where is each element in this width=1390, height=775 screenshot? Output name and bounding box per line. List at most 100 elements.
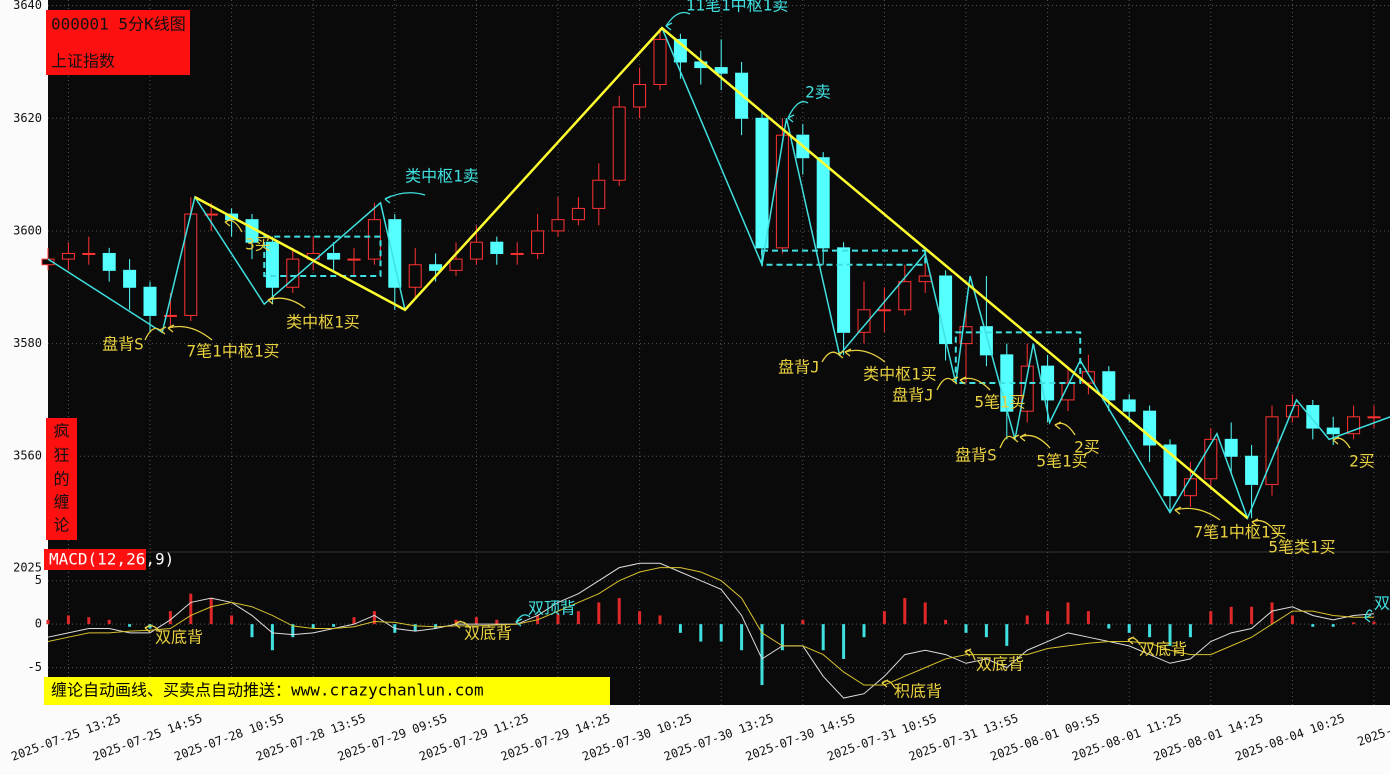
annotation: 3买 xyxy=(245,235,271,254)
y-tick-label: 5 xyxy=(35,573,42,587)
annotation-arrowhead xyxy=(665,22,673,31)
annotation-arrowhead xyxy=(167,324,175,333)
candle-body xyxy=(61,252,75,260)
macd-bar xyxy=(1005,624,1009,646)
annotation: 积底背 xyxy=(894,682,942,701)
annotation: 类中枢1卖 xyxy=(405,167,479,186)
macd-bar xyxy=(1352,622,1356,625)
macd-bar xyxy=(230,615,234,625)
macd-bar xyxy=(1127,624,1131,633)
annotation-arrowhead xyxy=(144,624,152,633)
candle-body xyxy=(143,286,157,316)
annotation: 5笔1买 xyxy=(974,393,1025,412)
y-tick-label: 3580 xyxy=(13,336,42,350)
macd-bar xyxy=(964,624,968,633)
candle-body xyxy=(551,219,565,232)
annotation: 2买 xyxy=(1074,438,1100,457)
brand-char: 缠 xyxy=(53,493,69,512)
macd-bar xyxy=(1107,624,1111,629)
annotation-arrow xyxy=(999,435,1014,449)
macd-bar xyxy=(1372,621,1376,625)
macd-bar xyxy=(291,624,295,638)
macd-bar xyxy=(332,624,336,627)
annotation: 双顶背 xyxy=(528,599,576,618)
macd-bar xyxy=(1209,611,1213,625)
macd-bar xyxy=(1290,615,1294,625)
annotation-arrow xyxy=(167,325,213,341)
brand-char: 论 xyxy=(53,516,69,535)
candle-body xyxy=(469,241,483,260)
macd-title: MACD(12,26,9) xyxy=(49,550,174,569)
annotation-arrowhead xyxy=(384,195,392,204)
annotation-arrow xyxy=(1364,609,1373,619)
candle-body xyxy=(449,258,463,271)
macd-bar xyxy=(638,611,642,625)
annotation-arrowhead xyxy=(881,679,889,688)
candle-body xyxy=(1163,444,1177,497)
macd-bar xyxy=(413,624,417,632)
macd-bar xyxy=(1046,611,1050,625)
candle-body xyxy=(918,275,932,283)
macd-bar xyxy=(495,619,499,625)
dea-line xyxy=(47,567,1374,686)
annotation: 2买 xyxy=(1349,452,1375,471)
brand-char: 狂 xyxy=(53,446,69,465)
annotation-arrowhead xyxy=(1019,433,1027,442)
brand-char: 疯 xyxy=(53,422,69,441)
macd-bar xyxy=(1229,606,1233,625)
macd-bar xyxy=(1086,611,1090,625)
macd-bar xyxy=(658,615,662,625)
candle-body xyxy=(755,117,769,249)
macd-bar xyxy=(923,602,927,625)
brand-char: 的 xyxy=(53,470,69,489)
macd-bar xyxy=(372,611,376,625)
macd-bar xyxy=(1148,624,1152,638)
candle-body xyxy=(408,264,422,288)
candle-body xyxy=(388,219,402,288)
macd-bar xyxy=(209,598,213,625)
macd-bar xyxy=(1188,624,1192,638)
candle-body xyxy=(1183,478,1197,497)
annotation-arrowhead xyxy=(787,114,795,123)
annotation-arrowhead xyxy=(515,618,523,627)
annotation-arrowhead xyxy=(964,648,972,657)
annotation: 盘背S xyxy=(955,446,997,465)
candle-body xyxy=(653,38,667,85)
annotation-arrowhead xyxy=(1332,436,1340,445)
annotation-arrow xyxy=(844,349,886,363)
annotation: 7笔1中枢1买 xyxy=(1194,523,1287,542)
annotation: 11笔1中枢1卖 xyxy=(686,0,789,15)
banner-box xyxy=(44,677,610,705)
annotation-arrowhead xyxy=(959,376,967,385)
macd-bar xyxy=(168,611,172,625)
candle-body xyxy=(1326,427,1340,435)
annotation: 7笔1中枢1买 xyxy=(187,342,280,361)
macd-bar xyxy=(1250,606,1254,625)
macd-bar xyxy=(760,624,764,686)
segment-line xyxy=(194,26,1249,520)
corner-label: 2025 xyxy=(13,561,42,575)
annotation: 5笔类1买 xyxy=(1268,538,1335,557)
macd-bar xyxy=(270,624,274,651)
annotation-arrow xyxy=(267,297,306,309)
y-tick-label: 0 xyxy=(35,617,42,631)
candle-body xyxy=(1102,371,1116,401)
macd-bar xyxy=(46,619,50,625)
macd-bar xyxy=(842,624,846,659)
code-title: 000001 5分K线图 xyxy=(51,15,186,34)
index-name: 上证指数 xyxy=(51,52,115,71)
candle-body xyxy=(82,252,96,255)
annotation-arrow xyxy=(665,11,691,27)
candle-body xyxy=(775,134,789,249)
annotation-arrowhead xyxy=(267,296,275,305)
candle-body xyxy=(123,269,137,288)
annotation-arrowhead xyxy=(1251,518,1259,527)
candle-body xyxy=(347,258,361,261)
y-tick-label: 3640 xyxy=(13,0,42,12)
annotation: 双底背 xyxy=(976,655,1024,674)
candle-body xyxy=(1245,455,1259,485)
annotation: 类中枢1买 xyxy=(863,365,937,384)
candle-body xyxy=(163,314,177,317)
